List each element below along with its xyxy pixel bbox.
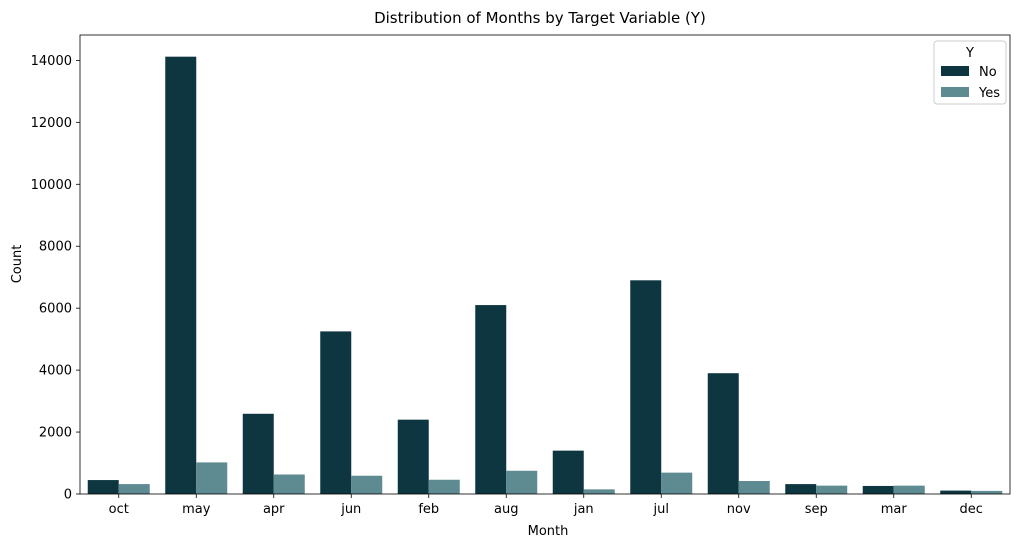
- x-tick-label: feb: [418, 502, 439, 517]
- plot-frame: [79, 34, 1011, 495]
- x-tick-label: aug: [494, 502, 518, 517]
- bar-jan-no: [552, 450, 584, 494]
- bar-may-no: [165, 56, 197, 495]
- bar-dec-yes: [971, 490, 1003, 494]
- y-axis-title: Count: [10, 245, 25, 284]
- bar-sep-no: [785, 484, 817, 494]
- y-tick-label: 0: [64, 488, 72, 503]
- bars-group: [87, 56, 1003, 495]
- y-axis-ticks: 0 2000 4000 6000 8000 10000 12000 14000: [31, 54, 80, 503]
- bar-apr-no: [242, 413, 274, 494]
- x-tick-label: jan: [573, 502, 594, 517]
- y-tick-label: 14000: [31, 54, 72, 69]
- y-tick-label: 4000: [39, 364, 72, 379]
- bar-aug-no: [475, 305, 507, 494]
- bar-jul-no: [630, 280, 662, 494]
- y-tick-label: 12000: [31, 116, 72, 131]
- x-tick-label: jun: [340, 502, 361, 517]
- bar-jun-no: [320, 331, 352, 494]
- legend-label-no: No: [979, 65, 997, 80]
- bar-aug-yes: [506, 470, 538, 494]
- y-tick-label: 2000: [39, 426, 72, 441]
- x-tick-label: may: [182, 502, 211, 517]
- bar-feb-yes: [428, 479, 460, 494]
- legend-swatch-no: [941, 66, 969, 76]
- y-tick-label: 8000: [39, 240, 72, 255]
- bar-mar-no: [862, 485, 894, 494]
- y-tick-label: 6000: [39, 302, 72, 317]
- x-tick-label: mar: [881, 502, 908, 517]
- bar-mar-yes: [893, 485, 925, 494]
- bar-jun-yes: [351, 475, 383, 494]
- y-tick-label: 10000: [31, 178, 72, 193]
- x-tick-label: jul: [653, 502, 669, 517]
- x-tick-label: sep: [805, 502, 828, 517]
- legend-swatch-yes: [941, 87, 969, 97]
- bar-oct-yes: [118, 484, 150, 494]
- chart-title: Distribution of Months by Target Variabl…: [374, 9, 706, 27]
- x-tick-label: oct: [109, 502, 129, 517]
- bar-nov-yes: [738, 480, 770, 494]
- x-tick-label: apr: [263, 502, 285, 517]
- bar-nov-no: [707, 373, 739, 494]
- x-axis-ticks: oct may apr jun feb aug jan jul nov sep mar dec: [109, 494, 983, 517]
- x-tick-label: nov: [727, 502, 751, 517]
- bar-dec-no: [940, 490, 972, 494]
- bar-oct-no: [87, 480, 119, 494]
- legend-label-yes: Yes: [978, 86, 1000, 101]
- bar-apr-yes: [273, 474, 305, 494]
- x-axis-title: Month: [528, 524, 569, 539]
- bar-jan-yes: [583, 489, 615, 494]
- bar-may-yes: [196, 462, 228, 494]
- bar-jul-yes: [661, 472, 693, 494]
- bar-sep-yes: [816, 485, 848, 494]
- legend-title: Y: [965, 46, 974, 61]
- bar-feb-no: [397, 419, 429, 494]
- x-tick-label: dec: [960, 502, 983, 517]
- legend: Y No Yes: [933, 40, 1007, 105]
